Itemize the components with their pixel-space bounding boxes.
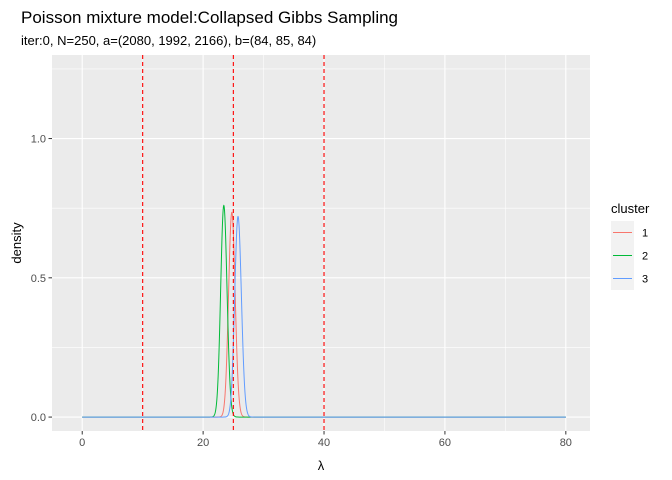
- legend-title: cluster: [611, 201, 650, 216]
- y-axis: 0.0 0.5 1.0: [31, 134, 52, 424]
- x-tick-label: 20: [197, 437, 209, 449]
- x-axis: 0 20 40 60 80: [79, 431, 572, 449]
- legend-label: 3: [642, 274, 648, 286]
- series-line-3: [82, 215, 566, 418]
- series-lines: [82, 204, 566, 418]
- x-axis-title: λ: [318, 458, 325, 473]
- chart-subtitle: iter:0, N=250, a=(2080, 1992, 2166), b=(…: [21, 33, 316, 48]
- x-tick-label: 60: [439, 437, 451, 449]
- y-tick-label: 0.0: [31, 412, 46, 424]
- chart-title: Poisson mixture model:Collapsed Gibbs Sa…: [21, 8, 398, 27]
- x-tick-label: 0: [79, 437, 85, 449]
- x-tick-label: 40: [318, 437, 330, 449]
- grid-minor: [52, 55, 590, 431]
- x-tick-label: 80: [560, 437, 572, 449]
- y-tick-label: 0.5: [31, 273, 46, 285]
- y-tick-label: 1.0: [31, 134, 46, 146]
- legend-label: 2: [642, 251, 648, 263]
- y-axis-title: density: [9, 222, 24, 264]
- legend: cluster 1 2 3: [611, 201, 650, 290]
- legend-label: 1: [642, 228, 648, 240]
- plot-panel: [52, 55, 590, 431]
